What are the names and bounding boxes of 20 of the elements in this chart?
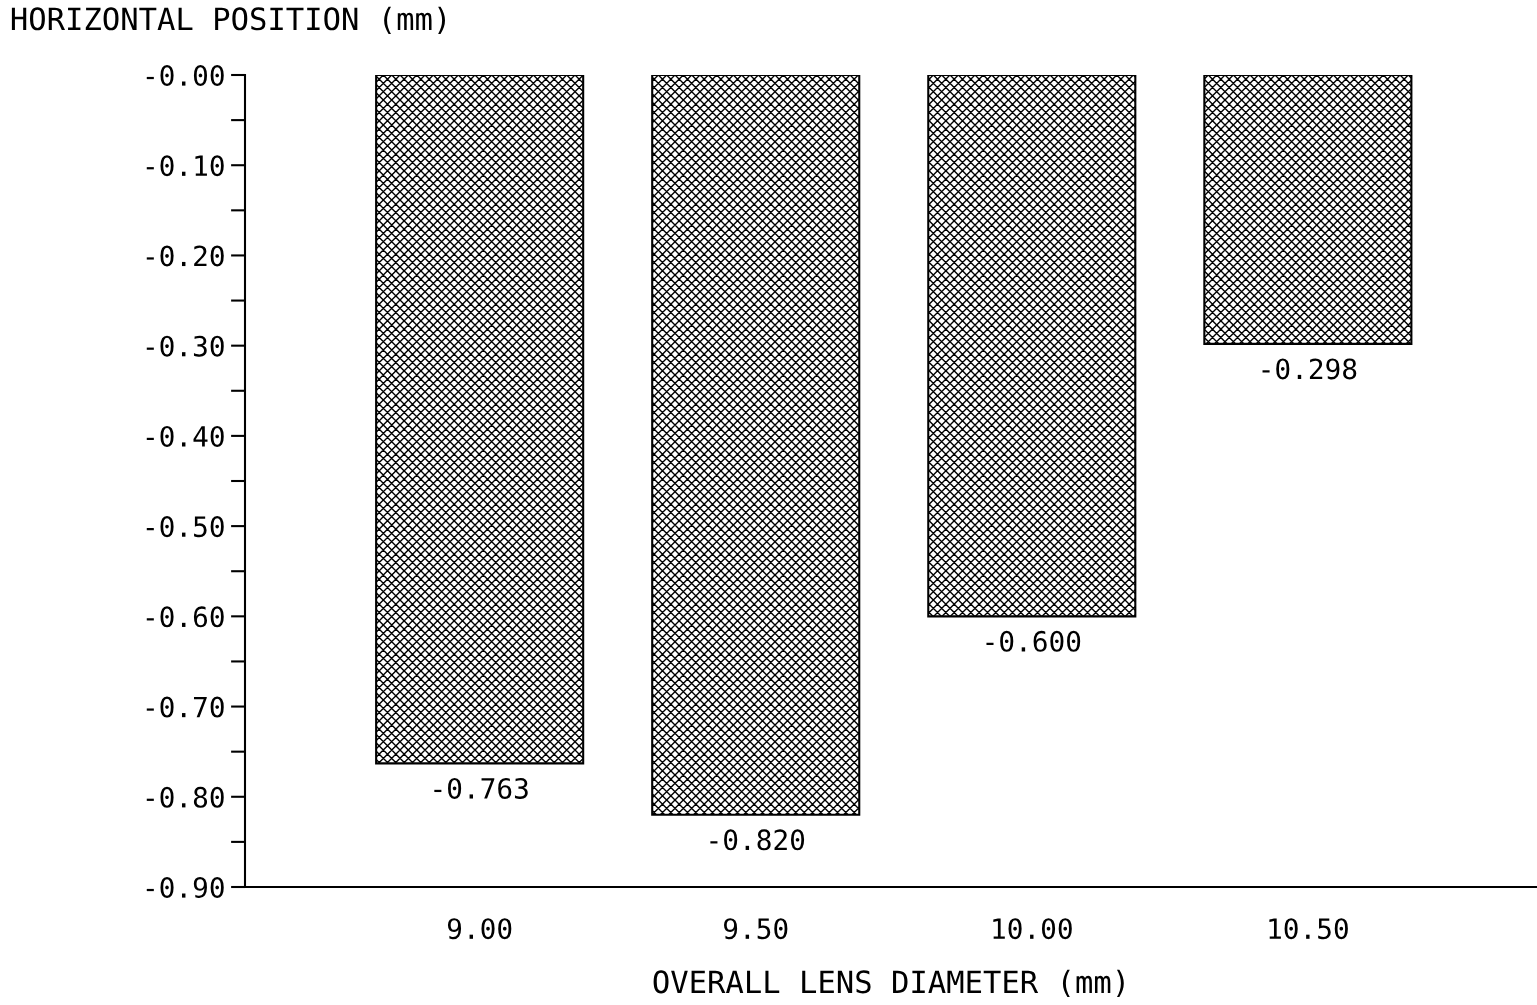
y-tick-label: -0.50: [146, 516, 224, 538]
x-tick-label: 9.00: [447, 918, 512, 940]
x-axis-title: OVERALL LENS DIAMETER (mm): [653, 969, 1124, 997]
y-axis-title: HORIZONTAL POSITION (mm): [11, 6, 445, 34]
data-label: -0.763: [434, 777, 528, 799]
y-tick-label: -0.60: [146, 606, 224, 628]
y-tick-label: -0.20: [146, 245, 224, 267]
data-label: -0.600: [986, 630, 1081, 652]
y-tick-label: -0.70: [146, 696, 224, 718]
y-tick-label: -0.40: [146, 425, 224, 447]
data-label: -0.298: [1262, 358, 1357, 380]
data-label: -0.820: [710, 829, 805, 851]
y-tick-label: -0.90: [146, 877, 224, 899]
x-tick-label: 9.50: [724, 918, 788, 940]
y-tick-label: -0.10: [146, 155, 224, 177]
x-tick-label: 10.00: [993, 918, 1072, 940]
y-tick-label: -0.80: [146, 786, 224, 808]
y-tick-label: -0.30: [146, 335, 224, 357]
x-tick-label: 10.50: [1269, 918, 1348, 940]
y-tick-label: -0.00: [146, 65, 224, 87]
